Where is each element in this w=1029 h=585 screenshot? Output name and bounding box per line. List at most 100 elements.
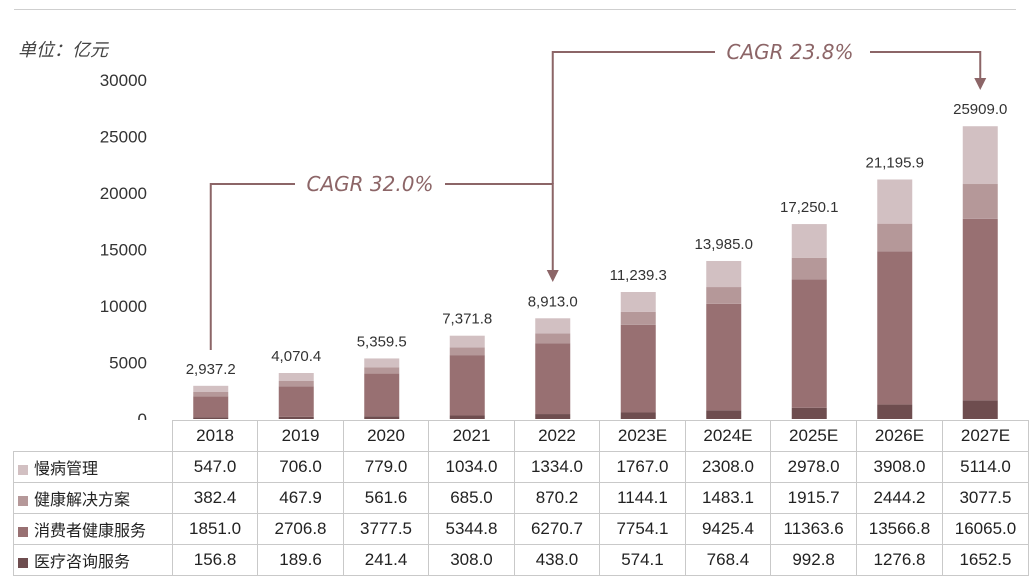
table-cell: 7754.1 bbox=[599, 513, 686, 545]
table-row: 医疗咨询服务 156.8 189.6 241.4 308.0 438.0 574.1 768.… bbox=[13, 544, 1029, 576]
series-row-header: 健康解决方案 bbox=[13, 482, 173, 514]
bar-segment bbox=[620, 291, 656, 312]
table-cell: 1915.7 bbox=[770, 482, 858, 514]
x-category-label: 2024E bbox=[684, 420, 772, 452]
arrow-head-icon bbox=[974, 78, 987, 90]
table-cell: 382.4 bbox=[171, 482, 259, 514]
x-category-label: 2021 bbox=[428, 420, 515, 452]
table-cell: 768.4 bbox=[684, 544, 772, 576]
table-row: 慢病管理 547.0 706.0 779.0 1034.0 1334.0 1767.0 230… bbox=[13, 451, 1029, 483]
arrow-head-icon bbox=[546, 270, 559, 282]
bar-segment bbox=[706, 410, 742, 419]
bar-segment bbox=[962, 218, 998, 401]
table-cell: 467.9 bbox=[257, 482, 344, 514]
bar-segment bbox=[791, 279, 827, 408]
data-table: 2018 2019 2020 2021 2022 2023E 2024E 2025E 2026E… bbox=[13, 420, 1029, 576]
table-row: 健康解决方案 382.4 467.9 561.6 685.0 870.2 1144.1 148… bbox=[13, 482, 1029, 514]
table-cell: 685.0 bbox=[428, 482, 515, 514]
bar-segment bbox=[278, 373, 314, 381]
bar-segment bbox=[449, 335, 485, 348]
y-tick-label: 0 bbox=[138, 410, 147, 420]
cagr-line-left bbox=[209, 183, 295, 350]
bar-total-label: 17,250.1 bbox=[780, 199, 838, 216]
bar-segment bbox=[193, 385, 229, 392]
table-cell: 992.8 bbox=[770, 544, 858, 576]
bar-segment bbox=[535, 343, 571, 415]
legend-swatch bbox=[18, 526, 28, 537]
bar-segment bbox=[193, 391, 229, 397]
table-cell: 6270.7 bbox=[513, 513, 601, 545]
bar-total-label: 4,070.4 bbox=[271, 348, 321, 365]
table-corner bbox=[14, 421, 173, 452]
table-cell: 189.6 bbox=[257, 544, 344, 576]
bar-segment bbox=[877, 404, 913, 419]
y-tick-label: 5000 bbox=[109, 354, 147, 373]
bar-segment bbox=[364, 373, 400, 417]
y-tick-label: 15000 bbox=[100, 241, 147, 260]
table-cell: 5114.0 bbox=[941, 451, 1029, 483]
bar-total-label: 11,239.3 bbox=[610, 267, 667, 284]
table-cell: 574.1 bbox=[599, 544, 686, 576]
bar-segment bbox=[620, 324, 656, 413]
table-cell: 2308.0 bbox=[684, 451, 772, 483]
y-tick-label: 10000 bbox=[100, 297, 147, 316]
table-cell: 547.0 bbox=[171, 451, 259, 483]
x-category-label: 2027E bbox=[941, 420, 1029, 452]
table-cell: 2444.2 bbox=[856, 482, 943, 514]
bar-segment bbox=[278, 380, 314, 387]
table-cell: 16065.0 bbox=[941, 513, 1029, 545]
table-cell: 561.6 bbox=[342, 482, 430, 514]
table-cell: 11363.6 bbox=[770, 513, 858, 545]
bar-segment bbox=[364, 367, 400, 374]
cagr-line-right bbox=[445, 183, 554, 270]
bar-segment bbox=[449, 347, 485, 356]
table-cell: 3077.5 bbox=[941, 482, 1029, 514]
bar-total-label: 2,937.2 bbox=[186, 361, 236, 378]
bar-segment bbox=[535, 333, 571, 344]
legend-swatch bbox=[18, 464, 28, 475]
x-category-label: 2019 bbox=[257, 420, 344, 452]
bar-total-label: 21,195.9 bbox=[866, 154, 924, 171]
x-category-label: 2025E bbox=[770, 420, 858, 452]
bar-segment bbox=[877, 251, 913, 405]
cagr-label: CAGR 23.8% bbox=[727, 40, 854, 64]
table-cell: 308.0 bbox=[428, 544, 515, 576]
y-tick-label: 25000 bbox=[100, 128, 147, 147]
bar-segment bbox=[193, 417, 229, 419]
table-cell: 1652.5 bbox=[941, 544, 1029, 576]
table-cell: 2978.0 bbox=[770, 451, 858, 483]
x-category-label: 2020 bbox=[342, 420, 430, 452]
legend-swatch bbox=[18, 557, 28, 568]
cagr-label: CAGR 32.0% bbox=[307, 172, 434, 196]
bar-segment bbox=[791, 257, 827, 280]
bar-segment bbox=[620, 412, 656, 419]
series-name: 医疗咨询服务 bbox=[34, 552, 131, 571]
bar-segment bbox=[877, 179, 913, 224]
bar-segment bbox=[278, 386, 314, 417]
table-cell: 241.4 bbox=[342, 544, 430, 576]
bar-segment bbox=[535, 318, 571, 334]
cagr-line-right bbox=[870, 51, 982, 78]
table-cell: 1767.0 bbox=[599, 451, 686, 483]
bar-segment bbox=[791, 224, 827, 258]
bar-segment bbox=[791, 407, 827, 419]
table-cell: 5344.8 bbox=[428, 513, 515, 545]
bar-segment bbox=[364, 416, 400, 419]
x-category-label: 2023E bbox=[599, 420, 686, 452]
table-cell: 9425.4 bbox=[684, 513, 772, 545]
table-cell: 1851.0 bbox=[171, 513, 259, 545]
bar-total-label: 5,359.5 bbox=[357, 333, 407, 350]
y-tick-label: 30000 bbox=[100, 71, 147, 90]
bar-segment bbox=[962, 184, 998, 219]
top-divider bbox=[14, 9, 1016, 10]
bar-segment bbox=[449, 355, 485, 416]
stacked-bar-chart: 30000 25000 20000 15000 10000 5000 0 2,937.2 4,0… bbox=[100, 40, 1008, 420]
bar-total-label: 13,985.0 bbox=[695, 236, 753, 253]
bar-segment bbox=[706, 287, 742, 304]
table-cell: 1034.0 bbox=[428, 451, 515, 483]
table-cell: 438.0 bbox=[513, 544, 601, 576]
bar-segment bbox=[449, 415, 485, 419]
y-tick-label: 20000 bbox=[100, 184, 147, 203]
table-cell: 779.0 bbox=[342, 451, 430, 483]
legend-swatch bbox=[18, 495, 28, 506]
